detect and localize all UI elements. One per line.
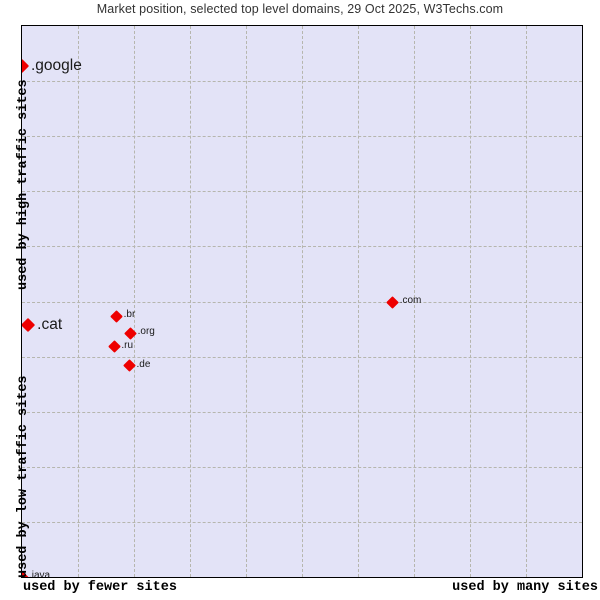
- gridline-vertical: [358, 26, 359, 577]
- data-point-label: .cat: [37, 315, 63, 333]
- diamond-marker-icon: [108, 340, 121, 354]
- diamond-marker-icon: [124, 327, 137, 340]
- plot-area: .google .cat .br .org .ru .de .com .java: [21, 25, 583, 578]
- gridline-horizontal: [22, 466, 582, 468]
- gridline-horizontal: [22, 521, 582, 523]
- diamond-marker-icon: [110, 310, 123, 323]
- gridline-vertical: [134, 26, 135, 577]
- diamond-marker-icon: [22, 59, 30, 74]
- gridline-vertical: [78, 26, 79, 577]
- y-axis-label-bottom: used by low traffic sites: [16, 375, 31, 578]
- x-axis-label-left: used by fewer sites: [23, 580, 177, 595]
- data-point-label: .com: [399, 295, 422, 307]
- data-point-label: .java: [29, 570, 51, 578]
- gridline-vertical: [526, 26, 527, 577]
- gridline-horizontal: [22, 136, 582, 138]
- gridline-vertical: [246, 26, 247, 577]
- data-point-label: .ru: [121, 339, 134, 351]
- gridline-horizontal: [22, 411, 582, 413]
- gridline-horizontal: [22, 81, 582, 83]
- gridline-vertical: [190, 26, 191, 577]
- diamond-marker-icon: [123, 359, 136, 373]
- x-axis-label-right: used by many sites: [452, 580, 598, 595]
- gridline-vertical: [302, 26, 303, 577]
- gridline-horizontal: [22, 356, 582, 358]
- data-point-label: .de: [136, 358, 151, 370]
- y-axis-label-top: used by high traffic sites: [16, 79, 31, 290]
- diamond-marker-icon: [22, 317, 36, 332]
- gridlines: [22, 26, 582, 577]
- gridline-horizontal: [22, 191, 582, 193]
- gridline-horizontal: [22, 301, 582, 303]
- gridline-vertical: [470, 26, 471, 577]
- chart-title: Market position, selected top level doma…: [96, 2, 504, 16]
- gridline-horizontal: [22, 246, 582, 248]
- data-point-label: .br: [123, 309, 136, 321]
- data-point-label: .org: [137, 326, 155, 338]
- diamond-marker-icon: [386, 295, 400, 309]
- data-point-label: .google: [31, 57, 82, 75]
